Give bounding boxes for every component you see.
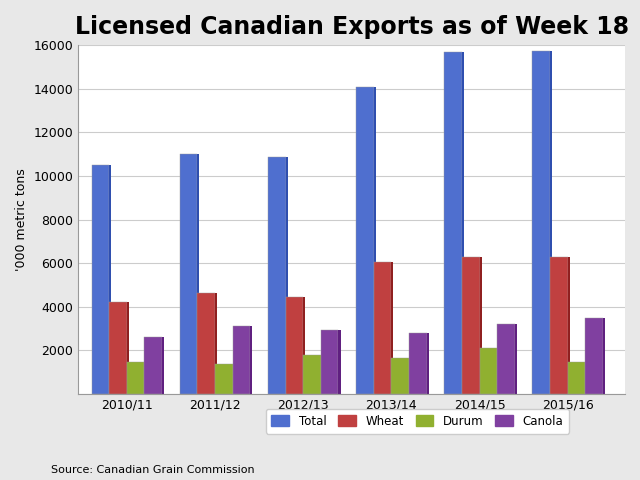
Bar xyxy=(145,362,147,394)
Y-axis label: '000 metric tons: '000 metric tons xyxy=(15,168,28,271)
Bar xyxy=(568,257,570,394)
Bar xyxy=(374,86,376,394)
Bar xyxy=(215,363,232,394)
Bar xyxy=(409,333,427,394)
Bar xyxy=(197,293,215,394)
Bar xyxy=(409,358,411,394)
Bar xyxy=(321,330,339,394)
Bar xyxy=(180,154,197,394)
Bar xyxy=(497,348,499,394)
Bar xyxy=(462,52,464,394)
Bar xyxy=(479,348,497,394)
Bar xyxy=(250,326,252,394)
Bar xyxy=(550,257,568,394)
Bar xyxy=(285,157,287,394)
Bar xyxy=(427,333,429,394)
Bar xyxy=(586,318,603,394)
Bar xyxy=(391,358,409,394)
Bar xyxy=(515,324,517,394)
Bar xyxy=(444,52,462,394)
Bar xyxy=(462,257,479,394)
Bar xyxy=(232,326,250,394)
Bar xyxy=(550,50,552,394)
Bar xyxy=(568,362,586,394)
Legend: Total, Wheat, Durum, Canola: Total, Wheat, Durum, Canola xyxy=(266,408,569,433)
Title: Licensed Canadian Exports as of Week 18: Licensed Canadian Exports as of Week 18 xyxy=(75,15,628,39)
Bar xyxy=(285,297,303,394)
Bar xyxy=(127,302,129,394)
Bar xyxy=(339,330,340,394)
Bar xyxy=(162,337,164,394)
Bar xyxy=(479,257,482,394)
Bar xyxy=(215,293,217,394)
Bar xyxy=(356,86,374,394)
Bar xyxy=(303,297,305,394)
Bar xyxy=(586,362,588,394)
Bar xyxy=(127,362,145,394)
Bar xyxy=(532,50,550,394)
Bar xyxy=(497,324,515,394)
Bar xyxy=(145,337,162,394)
Bar xyxy=(374,262,391,394)
Bar xyxy=(232,363,235,394)
Text: Source: Canadian Grain Commission: Source: Canadian Grain Commission xyxy=(51,465,255,475)
Bar xyxy=(303,355,321,394)
Bar xyxy=(391,262,394,394)
Bar xyxy=(603,318,605,394)
Bar xyxy=(109,165,111,394)
Bar xyxy=(92,165,109,394)
Bar xyxy=(197,154,200,394)
Bar xyxy=(109,302,127,394)
Bar xyxy=(321,355,323,394)
Bar xyxy=(268,157,285,394)
